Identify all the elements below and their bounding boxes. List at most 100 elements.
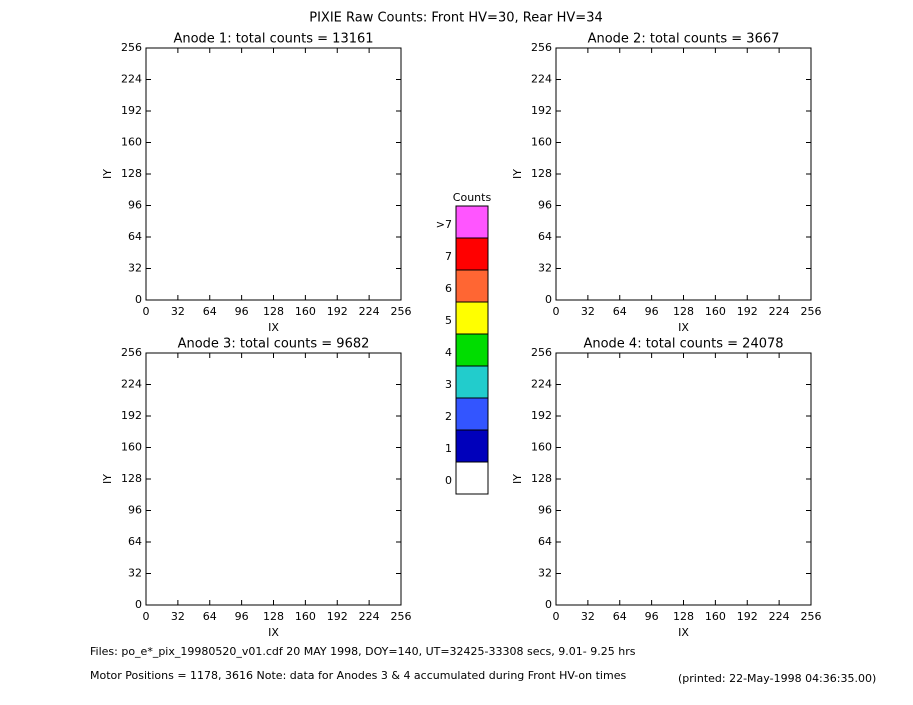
x-tick-label: 64: [203, 610, 217, 623]
x-tick-label: 256: [801, 305, 822, 318]
plot-frame: [145, 47, 402, 301]
footer-printed: (printed: 22-May-1998 04:36:35.00): [678, 672, 876, 685]
colorbar-label: 5: [445, 314, 452, 327]
x-tick-label: 128: [673, 610, 694, 623]
colorbar-label: 0: [445, 474, 452, 487]
x-axis-label: IX: [678, 321, 689, 334]
x-tick-label: 128: [263, 610, 284, 623]
x-tick-label: 32: [581, 305, 595, 318]
y-tick-label: 64: [538, 230, 552, 243]
y-tick-label: 0: [135, 293, 142, 306]
y-tick-label: 128: [531, 472, 552, 485]
y-tick-label: 32: [538, 262, 552, 275]
x-tick-label: 96: [235, 305, 249, 318]
footer-motor: Motor Positions = 1178, 3616 Note: data …: [90, 669, 626, 682]
colorbar-swatch: [455, 205, 489, 239]
colorbar-swatch: [455, 269, 489, 303]
x-tick-label: 160: [705, 305, 726, 318]
colorbar-label: 6: [445, 282, 452, 295]
x-tick-label: 192: [327, 305, 348, 318]
y-tick-label: 32: [128, 567, 142, 580]
panel-title: Anode 2: total counts = 3667: [588, 32, 780, 47]
x-tick-label: 0: [143, 610, 150, 623]
y-tick-label: 0: [545, 598, 552, 611]
y-tick-label: 128: [531, 167, 552, 180]
x-tick-label: 192: [327, 610, 348, 623]
figure-title: PIXIE Raw Counts: Front HV=30, Rear HV=3…: [309, 11, 603, 26]
y-tick-label: 96: [538, 199, 552, 212]
y-tick-label: 64: [538, 535, 552, 548]
x-tick-label: 224: [769, 305, 790, 318]
x-tick-label: 96: [235, 610, 249, 623]
x-tick-label: 224: [359, 305, 380, 318]
y-tick-label: 224: [531, 73, 552, 86]
x-tick-label: 160: [705, 610, 726, 623]
colorbar-label: 4: [445, 346, 452, 359]
y-tick-label: 160: [531, 136, 552, 149]
x-tick-label: 96: [645, 610, 659, 623]
x-tick-label: 96: [645, 305, 659, 318]
x-tick-label: 128: [263, 305, 284, 318]
y-tick-label: 0: [545, 293, 552, 306]
y-tick-label: 192: [121, 104, 142, 117]
panel-title: Anode 4: total counts = 24078: [583, 337, 783, 352]
y-tick-label: 32: [128, 262, 142, 275]
x-tick-label: 0: [553, 610, 560, 623]
x-tick-label: 128: [673, 305, 694, 318]
colorbar-swatch: [455, 461, 489, 495]
x-axis-label: IX: [268, 626, 279, 639]
x-tick-label: 192: [737, 610, 758, 623]
x-tick-label: 32: [581, 610, 595, 623]
y-tick-label: 192: [121, 409, 142, 422]
x-tick-label: 160: [295, 305, 316, 318]
x-axis-label: IX: [268, 321, 279, 334]
plot-frame: [555, 352, 812, 606]
colorbar-label: >7: [436, 218, 452, 231]
y-tick-label: 224: [121, 378, 142, 391]
y-tick-label: 128: [121, 472, 142, 485]
x-tick-label: 256: [391, 610, 412, 623]
y-tick-label: 256: [531, 346, 552, 359]
x-tick-label: 192: [737, 305, 758, 318]
y-axis-label: IY: [511, 474, 524, 484]
x-tick-label: 32: [171, 305, 185, 318]
panel-title: Anode 1: total counts = 13161: [173, 32, 373, 47]
y-tick-label: 160: [531, 441, 552, 454]
x-tick-label: 160: [295, 610, 316, 623]
colorbar-label: 7: [445, 250, 452, 263]
x-tick-label: 64: [613, 305, 627, 318]
y-tick-label: 256: [121, 41, 142, 54]
x-tick-label: 64: [203, 305, 217, 318]
colorbar-label: 3: [445, 378, 452, 391]
colorbar-label: 1: [445, 442, 452, 455]
y-tick-label: 64: [128, 535, 142, 548]
y-tick-label: 96: [538, 504, 552, 517]
y-tick-label: 32: [538, 567, 552, 580]
x-tick-label: 224: [359, 610, 380, 623]
colorbar-label: 2: [445, 410, 452, 423]
plot-frame: [145, 352, 402, 606]
y-axis-label: IY: [101, 169, 114, 179]
y-tick-label: 96: [128, 199, 142, 212]
y-tick-label: 192: [531, 104, 552, 117]
x-tick-label: 32: [171, 610, 185, 623]
y-tick-label: 224: [531, 378, 552, 391]
panel-title: Anode 3: total counts = 9682: [178, 337, 370, 352]
x-tick-label: 256: [801, 610, 822, 623]
colorbar-swatch: [455, 429, 489, 463]
colorbar-swatch: [455, 365, 489, 399]
y-tick-label: 160: [121, 441, 142, 454]
footer-files: Files: po_e*_pix_19980520_v01.cdf 20 MAY…: [90, 645, 636, 658]
x-tick-label: 64: [613, 610, 627, 623]
y-tick-label: 256: [121, 346, 142, 359]
y-axis-label: IY: [511, 169, 524, 179]
y-tick-label: 96: [128, 504, 142, 517]
x-axis-label: IX: [678, 626, 689, 639]
plot-frame: [555, 47, 812, 301]
x-tick-label: 224: [769, 610, 790, 623]
colorbar-swatch: [455, 397, 489, 431]
y-tick-label: 160: [121, 136, 142, 149]
y-tick-label: 128: [121, 167, 142, 180]
